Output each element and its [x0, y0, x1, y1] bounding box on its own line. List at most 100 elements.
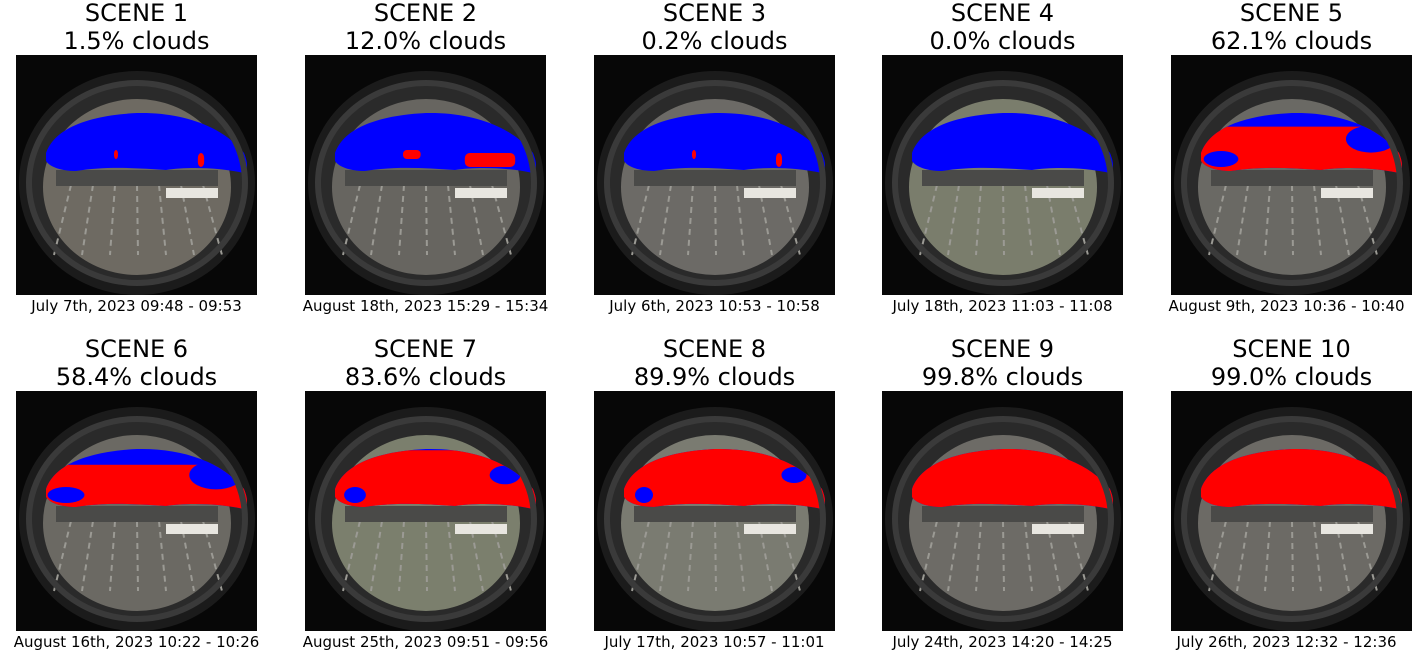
lens-edge: [892, 416, 1114, 622]
plaza-stripe: [736, 184, 745, 256]
clear-sky-mask: [912, 112, 1113, 173]
sky-image: [305, 391, 546, 631]
tent-roof: [455, 524, 507, 534]
scene-date: July 18th, 2023 11:03 - 11:08: [892, 297, 1113, 315]
clear-sky-mask: [46, 112, 247, 173]
plaza-stripe: [947, 184, 960, 256]
lens-edge: [26, 416, 248, 622]
sky-image: [882, 55, 1123, 295]
plaza-stripe: [1291, 184, 1294, 256]
tent-roof: [1321, 524, 1373, 534]
cloud-mask: [692, 150, 696, 159]
lens-edge: [315, 80, 537, 286]
building-row: [922, 170, 1084, 186]
plaza-stripe: [1313, 520, 1322, 592]
tent-roof: [1032, 188, 1084, 198]
plaza-stripe: [1236, 184, 1249, 256]
cloud-mask: [197, 153, 205, 167]
cloud-mask: [114, 150, 118, 159]
scene-date: July 17th, 2023 10:57 - 11:01: [604, 633, 825, 651]
scene-title: SCENE 3 0.2% clouds: [641, 0, 788, 55]
building-row: [1211, 170, 1373, 186]
sky-image: [1171, 391, 1412, 631]
plaza-stripe: [947, 520, 960, 592]
plaza-stripe: [158, 520, 167, 592]
scene-date: July 24th, 2023 14:20 - 14:25: [892, 633, 1113, 651]
plaza-stripe: [659, 184, 672, 256]
plaza-stripe: [109, 184, 116, 256]
plaza-stripe: [714, 184, 717, 256]
plaza-stripe: [736, 520, 745, 592]
plaza-stripe: [687, 184, 694, 256]
plaza-stripe: [398, 520, 405, 592]
plaza-stripe: [1002, 184, 1005, 256]
sky-image: [16, 391, 257, 631]
lens-edge: [26, 80, 248, 286]
sky-image: [16, 55, 257, 295]
plaza-stripe: [1291, 520, 1294, 592]
clear-sky-gap: [634, 487, 654, 503]
building-row: [345, 170, 507, 186]
plaza-stripe: [81, 184, 94, 256]
tent-roof: [1032, 524, 1084, 534]
scene-date: July 6th, 2023 10:53 - 10:58: [609, 297, 820, 315]
lens-edge: [604, 416, 826, 622]
cloud-mask: [464, 153, 516, 167]
scene-title: SCENE 5 62.1% clouds: [1210, 0, 1373, 55]
tent-roof: [455, 188, 507, 198]
plaza-stripe: [1208, 520, 1227, 592]
sky-image: [594, 55, 835, 295]
plaza-stripe: [919, 184, 938, 256]
scene-date: August 25th, 2023 09:51 - 09:56: [302, 633, 549, 651]
plaza-stripe: [714, 520, 717, 592]
scene-title: SCENE 7 83.6% clouds: [344, 335, 507, 391]
clear-sky-gap: [344, 487, 366, 503]
scene-title: SCENE 8 89.9% clouds: [633, 335, 796, 391]
building-row: [634, 506, 796, 522]
plaza-stripe: [1264, 520, 1271, 592]
plaza-stripe: [425, 184, 428, 256]
scene-date: August 16th, 2023 10:22 - 10:26: [13, 633, 260, 651]
plaza-stripe: [919, 520, 938, 592]
sky-image: [305, 55, 546, 295]
plaza-stripe: [1236, 520, 1249, 592]
building-row: [922, 506, 1084, 522]
plaza-stripe: [659, 520, 672, 592]
plaza-stripe: [631, 184, 650, 256]
tent-roof: [744, 188, 796, 198]
building-row: [634, 170, 796, 186]
scene-date: July 7th, 2023 09:48 - 09:53: [31, 297, 242, 315]
sky-image: [882, 391, 1123, 631]
lens-edge: [604, 80, 826, 286]
scene-title: SCENE 10 99.0% clouds: [1210, 335, 1373, 391]
cloud-mask: [403, 150, 421, 159]
lens-edge: [315, 416, 537, 622]
plaza-stripe: [447, 184, 456, 256]
plaza-stripe: [1264, 184, 1271, 256]
plaza-stripe: [687, 520, 694, 592]
tent-roof: [1321, 188, 1373, 198]
plaza-stripe: [975, 520, 982, 592]
plaza-stripe: [136, 520, 139, 592]
lens-edge: [1181, 416, 1403, 622]
scene-title: SCENE 2 12.0% clouds: [344, 0, 507, 55]
scene-date: July 26th, 2023 12:32 - 12:36: [1176, 633, 1397, 651]
scene-date: August 18th, 2023 15:29 - 15:34: [302, 297, 549, 315]
plaza-stripe: [109, 520, 116, 592]
plaza-stripe: [447, 520, 456, 592]
scene-title: SCENE 6 58.4% clouds: [55, 335, 218, 391]
clear-sky-gap: [1203, 151, 1239, 167]
sky-image: [594, 391, 835, 631]
plaza-stripe: [1313, 184, 1322, 256]
plaza-stripe: [370, 520, 383, 592]
tent-roof: [744, 524, 796, 534]
plaza-stripe: [398, 184, 405, 256]
tent-roof: [166, 524, 218, 534]
plaza-stripe: [136, 184, 139, 256]
plaza-stripe: [342, 520, 361, 592]
scene-title: SCENE 1 1.5% clouds: [63, 0, 210, 55]
plaza-stripe: [53, 520, 72, 592]
plaza-stripe: [81, 520, 94, 592]
plaza-stripe: [1024, 184, 1033, 256]
building-row: [56, 170, 218, 186]
